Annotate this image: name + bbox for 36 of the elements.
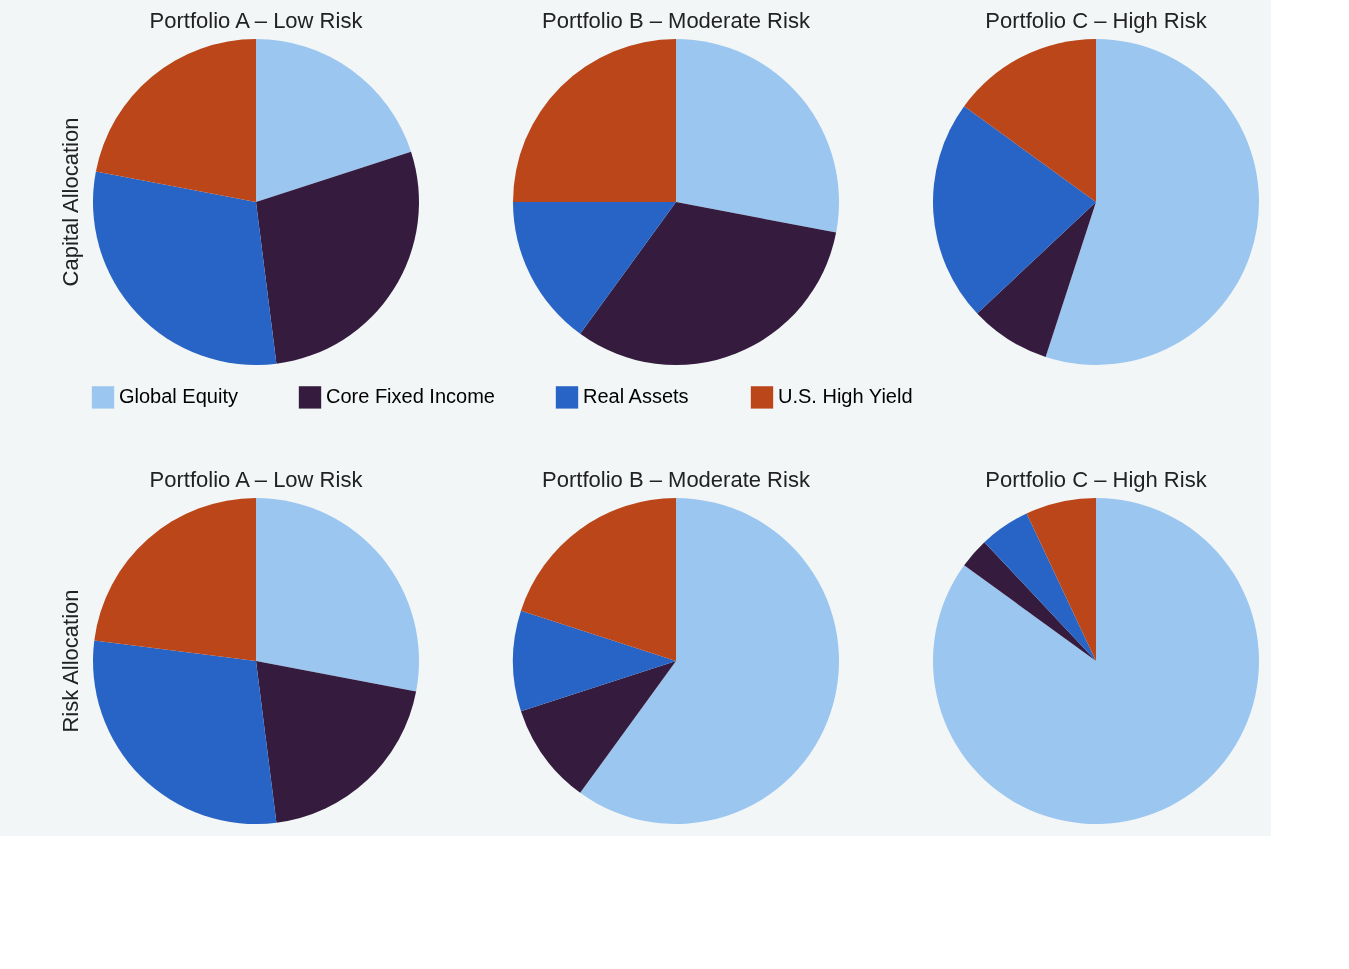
pie-slice: [513, 39, 676, 202]
pie-slice: [964, 39, 1096, 202]
pie-slice: [933, 106, 1096, 314]
pie-slice: [676, 39, 839, 233]
text: Risk Allocation: [58, 589, 83, 733]
pie-slice: [964, 542, 1096, 661]
pie-slice: [256, 39, 412, 202]
pie-slice: [93, 171, 277, 365]
pie-slice: [256, 661, 417, 823]
pie-slice: [580, 202, 837, 365]
pie-slice: [256, 151, 419, 364]
legend-label: Core Fixed Income: [326, 385, 495, 408]
legend-label: Real Assets: [583, 385, 689, 408]
chart-title: Portfolio A – Low Risk: [149, 467, 364, 492]
chart-title: Portfolio B – Moderate Risk: [542, 467, 811, 492]
pie-slice: [977, 202, 1096, 358]
pie-slice: [1045, 39, 1259, 365]
pie-slice: [256, 498, 419, 692]
pie-slice: [933, 498, 1259, 824]
chart-title: Portfolio C – High Risk: [985, 8, 1208, 33]
chart-title: Portfolio B – Moderate Risk: [542, 8, 811, 33]
text: Capital Allocation: [58, 117, 83, 287]
pie-slice: [95, 39, 256, 202]
pie-slice: [93, 640, 277, 824]
pie-slice: [580, 498, 839, 824]
pie-slice: [513, 202, 676, 334]
pie-slice: [520, 498, 676, 661]
chart-title: Portfolio A – Low Risk: [149, 8, 364, 33]
pie-slice: [984, 513, 1096, 661]
chart-title: Portfolio C – High Risk: [985, 467, 1208, 492]
legend-label: Global Equity: [119, 385, 238, 408]
pie-slice: [513, 610, 676, 712]
pie-slice: [1026, 498, 1096, 661]
pie-slice: [520, 661, 676, 793]
legend-label: U.S. High Yield: [778, 385, 913, 408]
pie-slice: [94, 498, 256, 661]
